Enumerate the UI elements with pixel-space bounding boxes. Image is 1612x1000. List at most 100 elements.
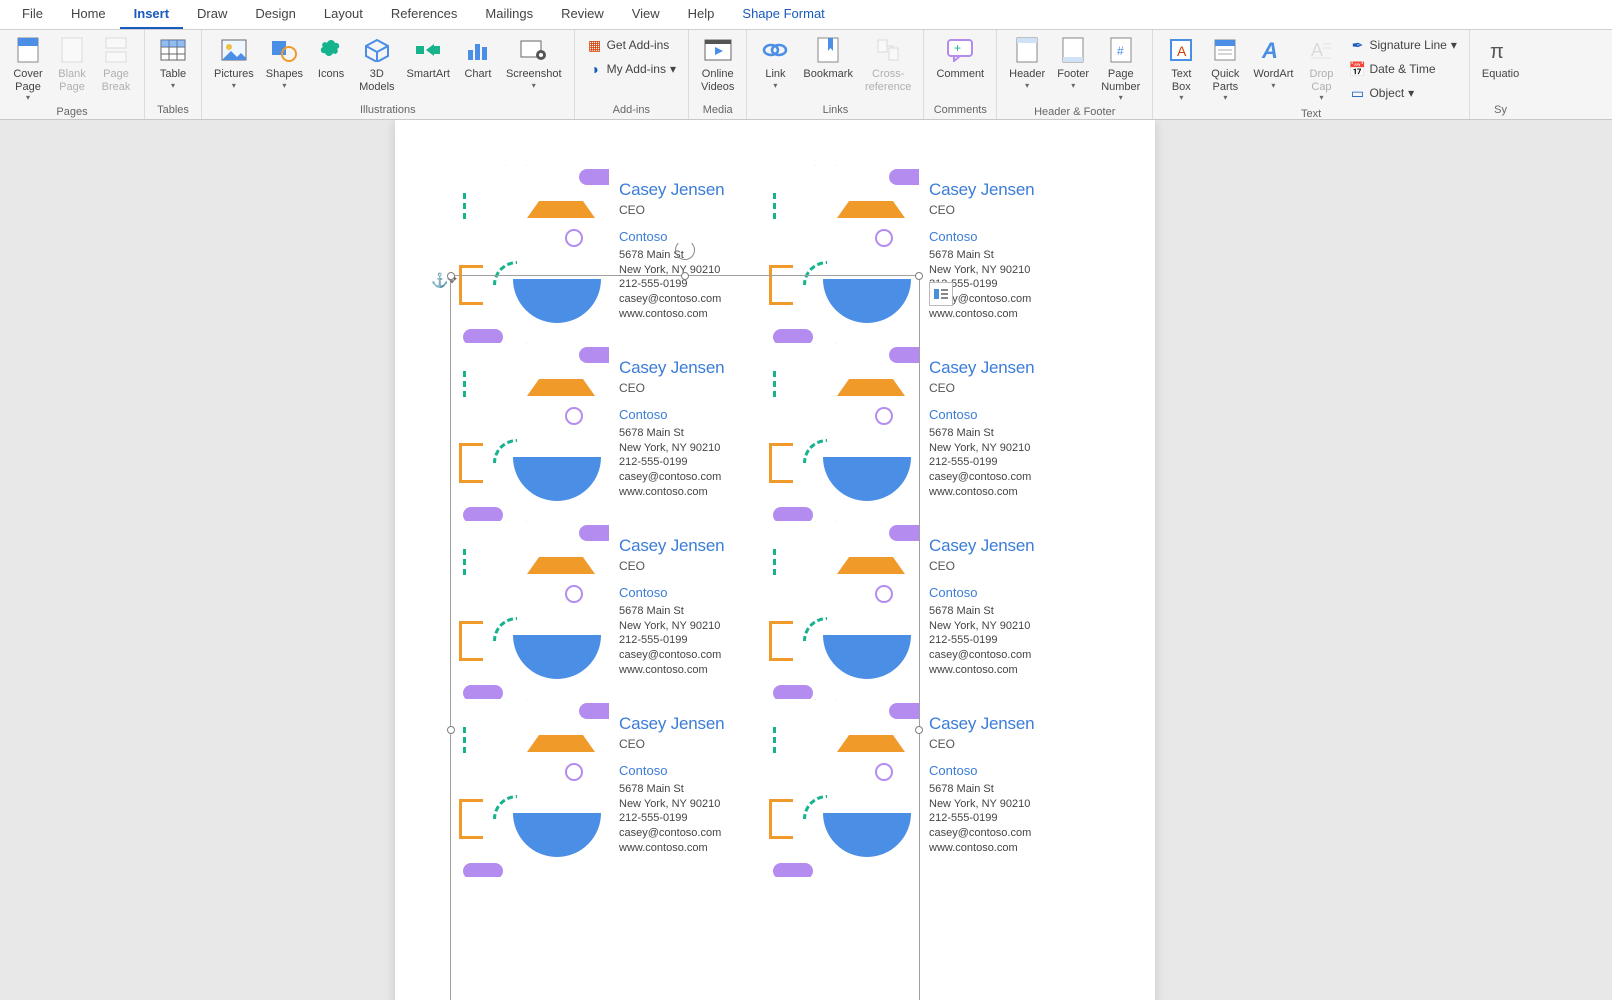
cross-reference-button[interactable]: Cross-reference bbox=[859, 32, 917, 95]
caret-icon: ▾ bbox=[1271, 81, 1275, 90]
card-name: Casey Jensen bbox=[619, 357, 761, 380]
page-break-icon bbox=[100, 34, 132, 66]
tab-shape-format[interactable]: Shape Format bbox=[728, 0, 838, 29]
quick-parts-label: QuickParts bbox=[1211, 68, 1239, 93]
document-area[interactable]: Casey Jensen CEO Contoso 5678 Main St Ne… bbox=[0, 120, 1612, 1000]
get-addins-button[interactable]: ▦ Get Add-ins bbox=[581, 34, 682, 56]
caret-icon: ▾ bbox=[1119, 93, 1123, 102]
card-email: casey@contoso.com bbox=[929, 292, 1071, 307]
object-button[interactable]: ▭ Object ▾ bbox=[1343, 82, 1462, 104]
card-company: Contoso bbox=[619, 584, 761, 602]
tab-file[interactable]: File bbox=[8, 0, 57, 29]
comment-icon: + bbox=[944, 34, 976, 66]
card-company: Contoso bbox=[619, 762, 761, 780]
tab-draw[interactable]: Draw bbox=[183, 0, 241, 29]
page[interactable]: Casey Jensen CEO Contoso 5678 Main St Ne… bbox=[395, 120, 1155, 1000]
drop-cap-icon: A bbox=[1305, 34, 1337, 66]
table-label: Table bbox=[160, 68, 186, 81]
card-text: Casey Jensen CEO Contoso 5678 Main St Ne… bbox=[919, 165, 1077, 343]
3d-models-button[interactable]: 3DModels bbox=[353, 32, 400, 95]
card-phone: 212-555-0199 bbox=[929, 455, 1071, 470]
comment-button[interactable]: + Comment bbox=[930, 32, 990, 83]
business-card[interactable]: Casey Jensen CEO Contoso 5678 Main St Ne… bbox=[457, 165, 767, 343]
business-card[interactable]: Casey Jensen CEO Contoso 5678 Main St Ne… bbox=[457, 521, 767, 699]
icons-button[interactable]: Icons bbox=[309, 32, 353, 83]
page-break-button[interactable]: PageBreak bbox=[94, 32, 138, 95]
date-time-label: Date & Time bbox=[1369, 62, 1435, 76]
pictures-button[interactable]: Pictures ▾ bbox=[208, 32, 260, 92]
tab-references[interactable]: References bbox=[377, 0, 471, 29]
bookmark-label: Bookmark bbox=[803, 68, 853, 81]
tab-mailings[interactable]: Mailings bbox=[471, 0, 547, 29]
tab-design[interactable]: Design bbox=[241, 0, 309, 29]
card-addr2: New York, NY 90210 bbox=[619, 797, 761, 812]
page-break-label: PageBreak bbox=[102, 68, 131, 93]
my-addins-button[interactable]: ◑ My Add-ins ▾ bbox=[581, 58, 682, 80]
signature-line-button[interactable]: ✒ Signature Line ▾ bbox=[1343, 34, 1462, 56]
business-card[interactable]: Casey Jensen CEO Contoso 5678 Main St Ne… bbox=[457, 343, 767, 521]
blank-page-button[interactable]: BlankPage bbox=[50, 32, 94, 95]
card-art bbox=[457, 699, 609, 877]
smartart-button[interactable]: SmartArt bbox=[401, 32, 456, 83]
shapes-button[interactable]: Shapes ▾ bbox=[260, 32, 309, 92]
my-addins-label: My Add-ins bbox=[607, 62, 666, 76]
tab-layout[interactable]: Layout bbox=[310, 0, 377, 29]
caret-icon: ▾ bbox=[670, 62, 676, 76]
online-videos-button[interactable]: OnlineVideos bbox=[695, 32, 740, 95]
business-card[interactable]: Casey Jensen CEO Contoso 5678 Main St Ne… bbox=[767, 699, 1077, 877]
drop-cap-button[interactable]: A DropCap ▾ bbox=[1299, 32, 1343, 104]
store-icon: ▦ bbox=[587, 37, 603, 53]
wordart-button[interactable]: A WordArt ▾ bbox=[1247, 32, 1299, 92]
text-box-button[interactable]: A TextBox ▾ bbox=[1159, 32, 1203, 104]
chart-button[interactable]: Chart bbox=[456, 32, 500, 83]
cross-reference-label: Cross-reference bbox=[865, 68, 911, 93]
card-phone: 212-555-0199 bbox=[619, 811, 761, 826]
date-time-button[interactable]: 📅 Date & Time bbox=[1343, 58, 1462, 80]
footer-button[interactable]: Footer ▾ bbox=[1051, 32, 1095, 92]
tab-help[interactable]: Help bbox=[674, 0, 729, 29]
smartart-icon bbox=[412, 34, 444, 66]
page-number-label: PageNumber bbox=[1101, 68, 1140, 93]
group-hf-label: Header & Footer bbox=[1003, 104, 1146, 121]
quick-parts-button[interactable]: QuickParts ▾ bbox=[1203, 32, 1247, 104]
business-card[interactable]: Casey Jensen CEO Contoso 5678 Main St Ne… bbox=[767, 343, 1077, 521]
shapes-icon bbox=[268, 34, 300, 66]
equation-button[interactable]: π Equatio bbox=[1476, 32, 1525, 83]
cover-page-icon bbox=[12, 34, 44, 66]
link-label: Link bbox=[765, 68, 785, 81]
link-button[interactable]: Link ▾ bbox=[753, 32, 797, 92]
card-art bbox=[457, 521, 609, 699]
card-email: casey@contoso.com bbox=[619, 648, 761, 663]
card-text: Casey Jensen CEO Contoso 5678 Main St Ne… bbox=[609, 165, 767, 343]
page-number-button[interactable]: # PageNumber ▾ bbox=[1095, 32, 1146, 104]
object-icon: ▭ bbox=[1349, 85, 1365, 101]
header-button[interactable]: Header ▾ bbox=[1003, 32, 1051, 92]
business-card[interactable]: Casey Jensen CEO Contoso 5678 Main St Ne… bbox=[767, 521, 1077, 699]
tab-home[interactable]: Home bbox=[57, 0, 120, 29]
ribbon-tabs: File Home Insert Draw Design Layout Refe… bbox=[0, 0, 1612, 30]
card-web: www.contoso.com bbox=[929, 841, 1071, 856]
cover-page-button[interactable]: CoverPage ▾ bbox=[6, 32, 50, 104]
card-addr2: New York, NY 90210 bbox=[619, 441, 761, 456]
card-company: Contoso bbox=[929, 228, 1071, 246]
object-label: Object bbox=[1369, 86, 1404, 100]
drop-cap-label: DropCap bbox=[1310, 68, 1334, 93]
tab-view[interactable]: View bbox=[618, 0, 674, 29]
wordart-label: WordArt bbox=[1253, 68, 1293, 81]
screenshot-button[interactable]: Screenshot ▾ bbox=[500, 32, 568, 92]
tab-review[interactable]: Review bbox=[547, 0, 618, 29]
tab-insert[interactable]: Insert bbox=[120, 0, 183, 29]
business-card[interactable]: Casey Jensen CEO Contoso 5678 Main St Ne… bbox=[767, 165, 1077, 343]
caret-icon: ▾ bbox=[1223, 93, 1227, 102]
business-card[interactable]: Casey Jensen CEO Contoso 5678 Main St Ne… bbox=[457, 699, 767, 877]
pictures-label: Pictures bbox=[214, 68, 254, 81]
signature-icon: ✒ bbox=[1349, 37, 1365, 53]
text-box-icon: A bbox=[1165, 34, 1197, 66]
card-addr2: New York, NY 90210 bbox=[929, 441, 1071, 456]
caret-icon: ▾ bbox=[773, 81, 777, 90]
bookmark-button[interactable]: Bookmark bbox=[797, 32, 859, 83]
table-button[interactable]: Table ▾ bbox=[151, 32, 195, 92]
chart-label: Chart bbox=[464, 68, 491, 81]
caret-icon: ▾ bbox=[1071, 81, 1075, 90]
caret-icon: ▾ bbox=[1025, 81, 1029, 90]
